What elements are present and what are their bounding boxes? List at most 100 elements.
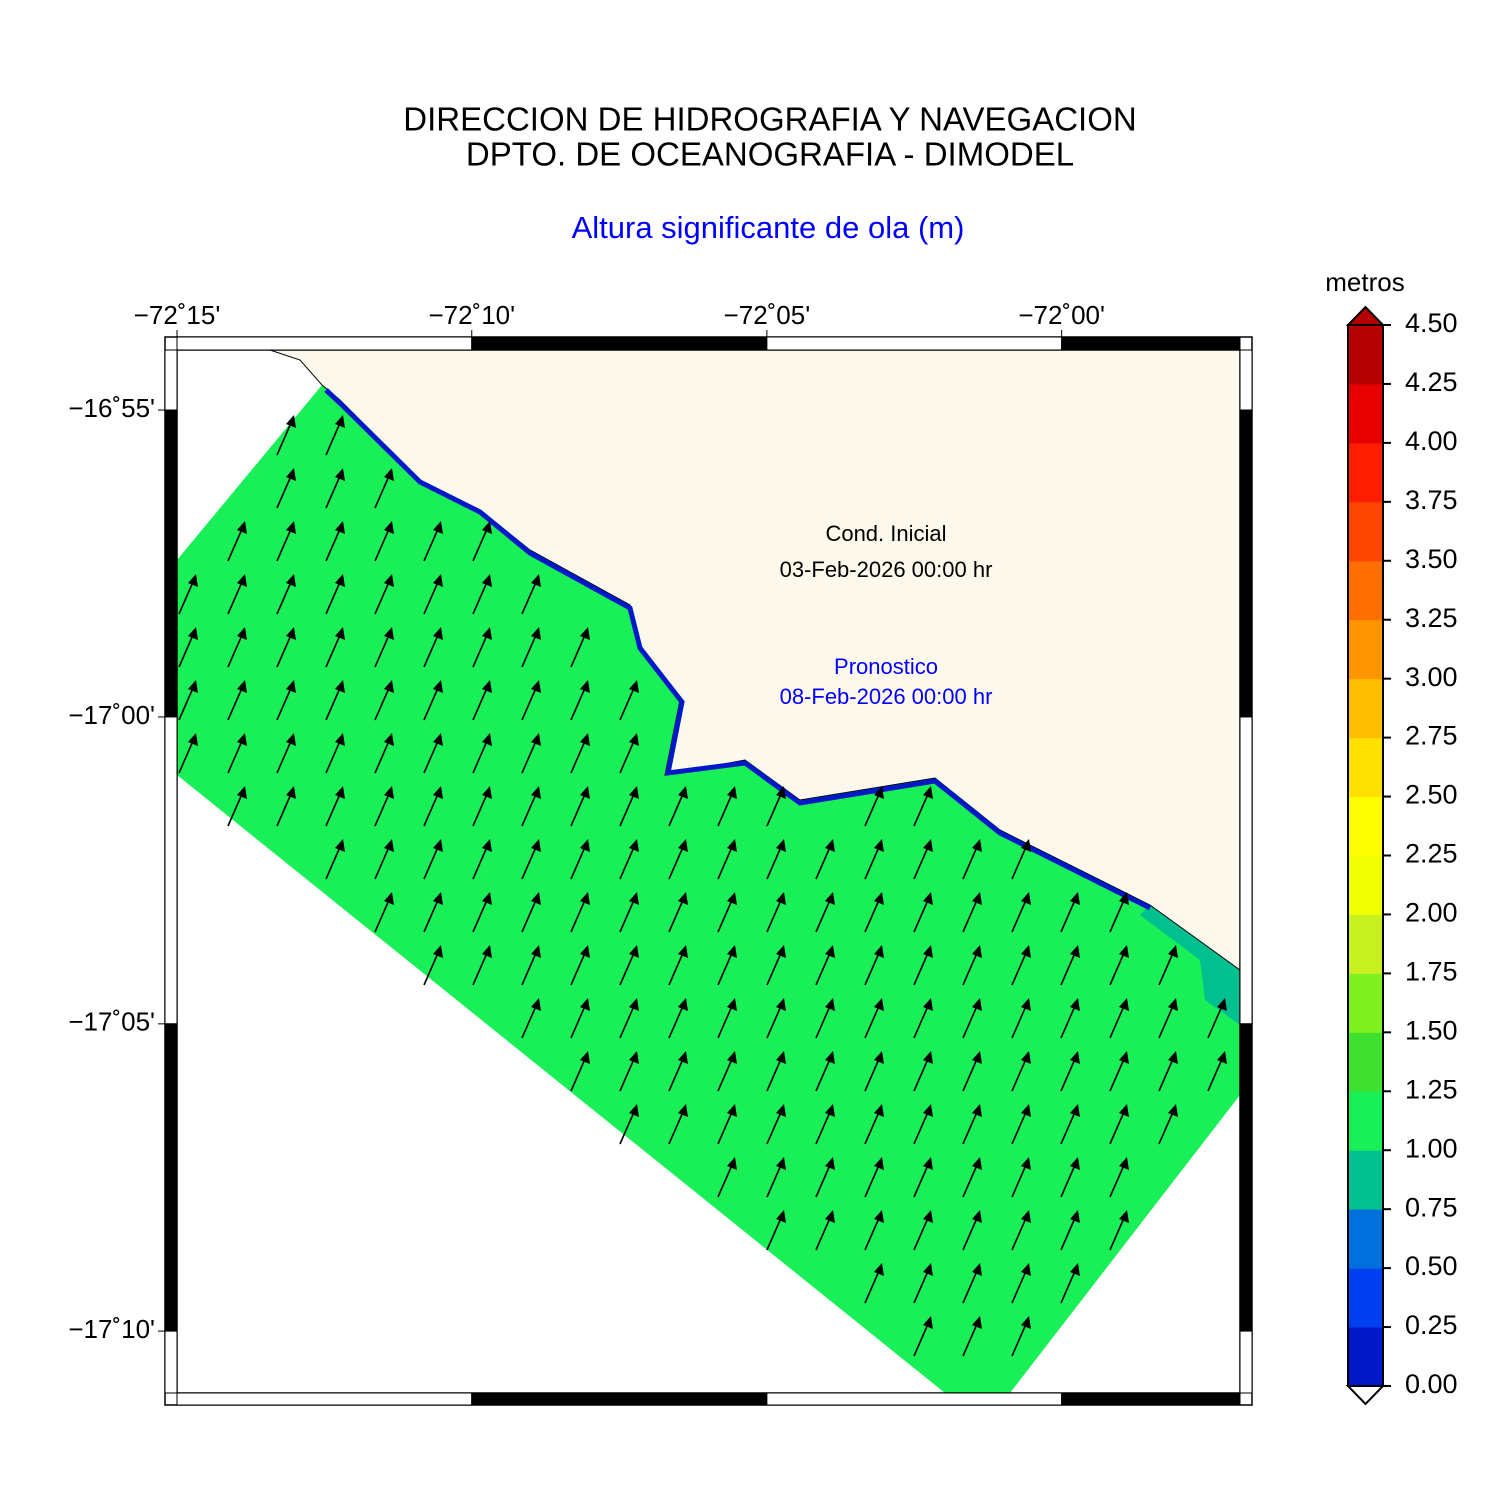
wave-arrow [423, 892, 443, 933]
arrow-head [629, 680, 639, 693]
wave-arrow [570, 733, 590, 774]
arrow-shaft [374, 687, 390, 721]
wave-arrow [1158, 1104, 1178, 1145]
arrow-shaft [717, 1164, 733, 1198]
wave-arrow [913, 839, 933, 880]
wave-arrow [766, 892, 786, 933]
wave-arrow [1011, 1104, 1031, 1145]
arrow-shaft [227, 634, 243, 668]
arrow-shaft [619, 687, 635, 721]
wave-arrow [1060, 1263, 1080, 1304]
wave-arrow [178, 627, 198, 668]
arrow-head [384, 786, 394, 799]
arrow-shaft [1158, 952, 1174, 986]
y-tick-label: −17˚05' [68, 1007, 155, 1037]
arrow-head [923, 786, 933, 799]
arrow-shaft [1109, 1164, 1125, 1198]
wave-arrow [913, 1104, 933, 1145]
arrow-head [825, 1210, 835, 1223]
colorbar-segment [1347, 619, 1384, 680]
arrow-shaft [472, 952, 488, 986]
arrow-shaft [619, 740, 635, 774]
y-tick-label: −16˚55' [68, 393, 155, 423]
arrow-shaft [766, 1111, 782, 1145]
arrow-shaft [374, 581, 390, 615]
arrow-shaft [423, 846, 439, 880]
arrow-head [825, 839, 835, 852]
arrow-shaft [864, 846, 880, 880]
frame-segment [1239, 1330, 1253, 1394]
wave-field [177, 385, 1240, 1393]
arrow-head [776, 786, 786, 799]
arrow-shaft [962, 846, 978, 880]
arrow-shaft [913, 846, 929, 880]
arrow-head [188, 680, 198, 693]
wave-arrow [766, 945, 786, 986]
arrow-head [776, 1210, 786, 1223]
colorbar-segment [1347, 560, 1384, 621]
wave-arrow [521, 892, 541, 933]
arrow-shaft [962, 1111, 978, 1145]
arrow-shaft [1109, 952, 1125, 986]
arrow-shaft [1060, 1111, 1076, 1145]
wave-arrow [1011, 839, 1031, 880]
arrow-shaft [913, 1111, 929, 1145]
colorbar-tick-label: 1.75 [1405, 957, 1458, 987]
arrow-shaft [521, 687, 537, 721]
arrow-shaft [325, 422, 341, 456]
arrow-shaft [423, 952, 439, 986]
wave-arrow [276, 627, 296, 668]
title: DIRECCION DE HIDROGRAFIA Y NAVEGACION [403, 101, 1136, 138]
wave-arrow [325, 468, 345, 509]
arrow-head [482, 892, 492, 905]
colorbar-tick-label: 2.50 [1405, 780, 1458, 810]
colorbar-segment [1347, 972, 1384, 1033]
colorbar-unit: metros [1325, 267, 1404, 297]
wave-arrow [472, 945, 492, 986]
arrow-shaft [374, 793, 390, 827]
wave-arrow [815, 892, 835, 933]
arrow-head [1021, 1316, 1031, 1329]
arrow-head [433, 892, 443, 905]
y-tick-label: −17˚10' [68, 1314, 155, 1344]
arrow-shaft [913, 1164, 929, 1198]
wave-arrow [668, 892, 688, 933]
colorbar-tick-label: 0.75 [1405, 1192, 1458, 1222]
wave-arrow [1109, 1210, 1129, 1251]
arrow-head [972, 945, 982, 958]
arrow-head [433, 574, 443, 587]
arrow-shaft [1011, 1111, 1027, 1145]
arrow-shaft [276, 793, 292, 827]
wave-arrow [766, 1104, 786, 1145]
arrow-shaft [521, 952, 537, 986]
arrow-shaft [178, 740, 194, 774]
wave-arrow [962, 1051, 982, 1092]
arrow-shaft [668, 952, 684, 986]
wave-arrow [570, 627, 590, 668]
wave-arrow [423, 786, 443, 827]
colorbar-segment [1347, 1326, 1384, 1387]
wave-arrow [325, 839, 345, 880]
wave-arrow [668, 786, 688, 827]
arrow-head [531, 892, 541, 905]
wave-arrow [668, 1104, 688, 1145]
arrow-shaft [570, 846, 586, 880]
arrow-head [1119, 1210, 1129, 1223]
colorbar-segment [1347, 855, 1384, 915]
subtitle: Altura significante de ola (m) [572, 210, 965, 245]
wave-arrow [717, 839, 737, 880]
arrow-shaft [962, 1005, 978, 1039]
arrow-head [286, 627, 296, 640]
wave-arrow [1109, 945, 1129, 986]
wave-arrow [227, 574, 247, 615]
wave-arrow [276, 733, 296, 774]
arrow-head [923, 1316, 933, 1329]
arrow-shaft [717, 793, 733, 827]
arrow-shaft [521, 581, 537, 615]
wave-arrow [423, 521, 443, 562]
wave-arrow [1060, 1157, 1080, 1198]
arrow-head [531, 786, 541, 799]
arrow-head [433, 680, 443, 693]
wave-arrow [1109, 1157, 1129, 1198]
